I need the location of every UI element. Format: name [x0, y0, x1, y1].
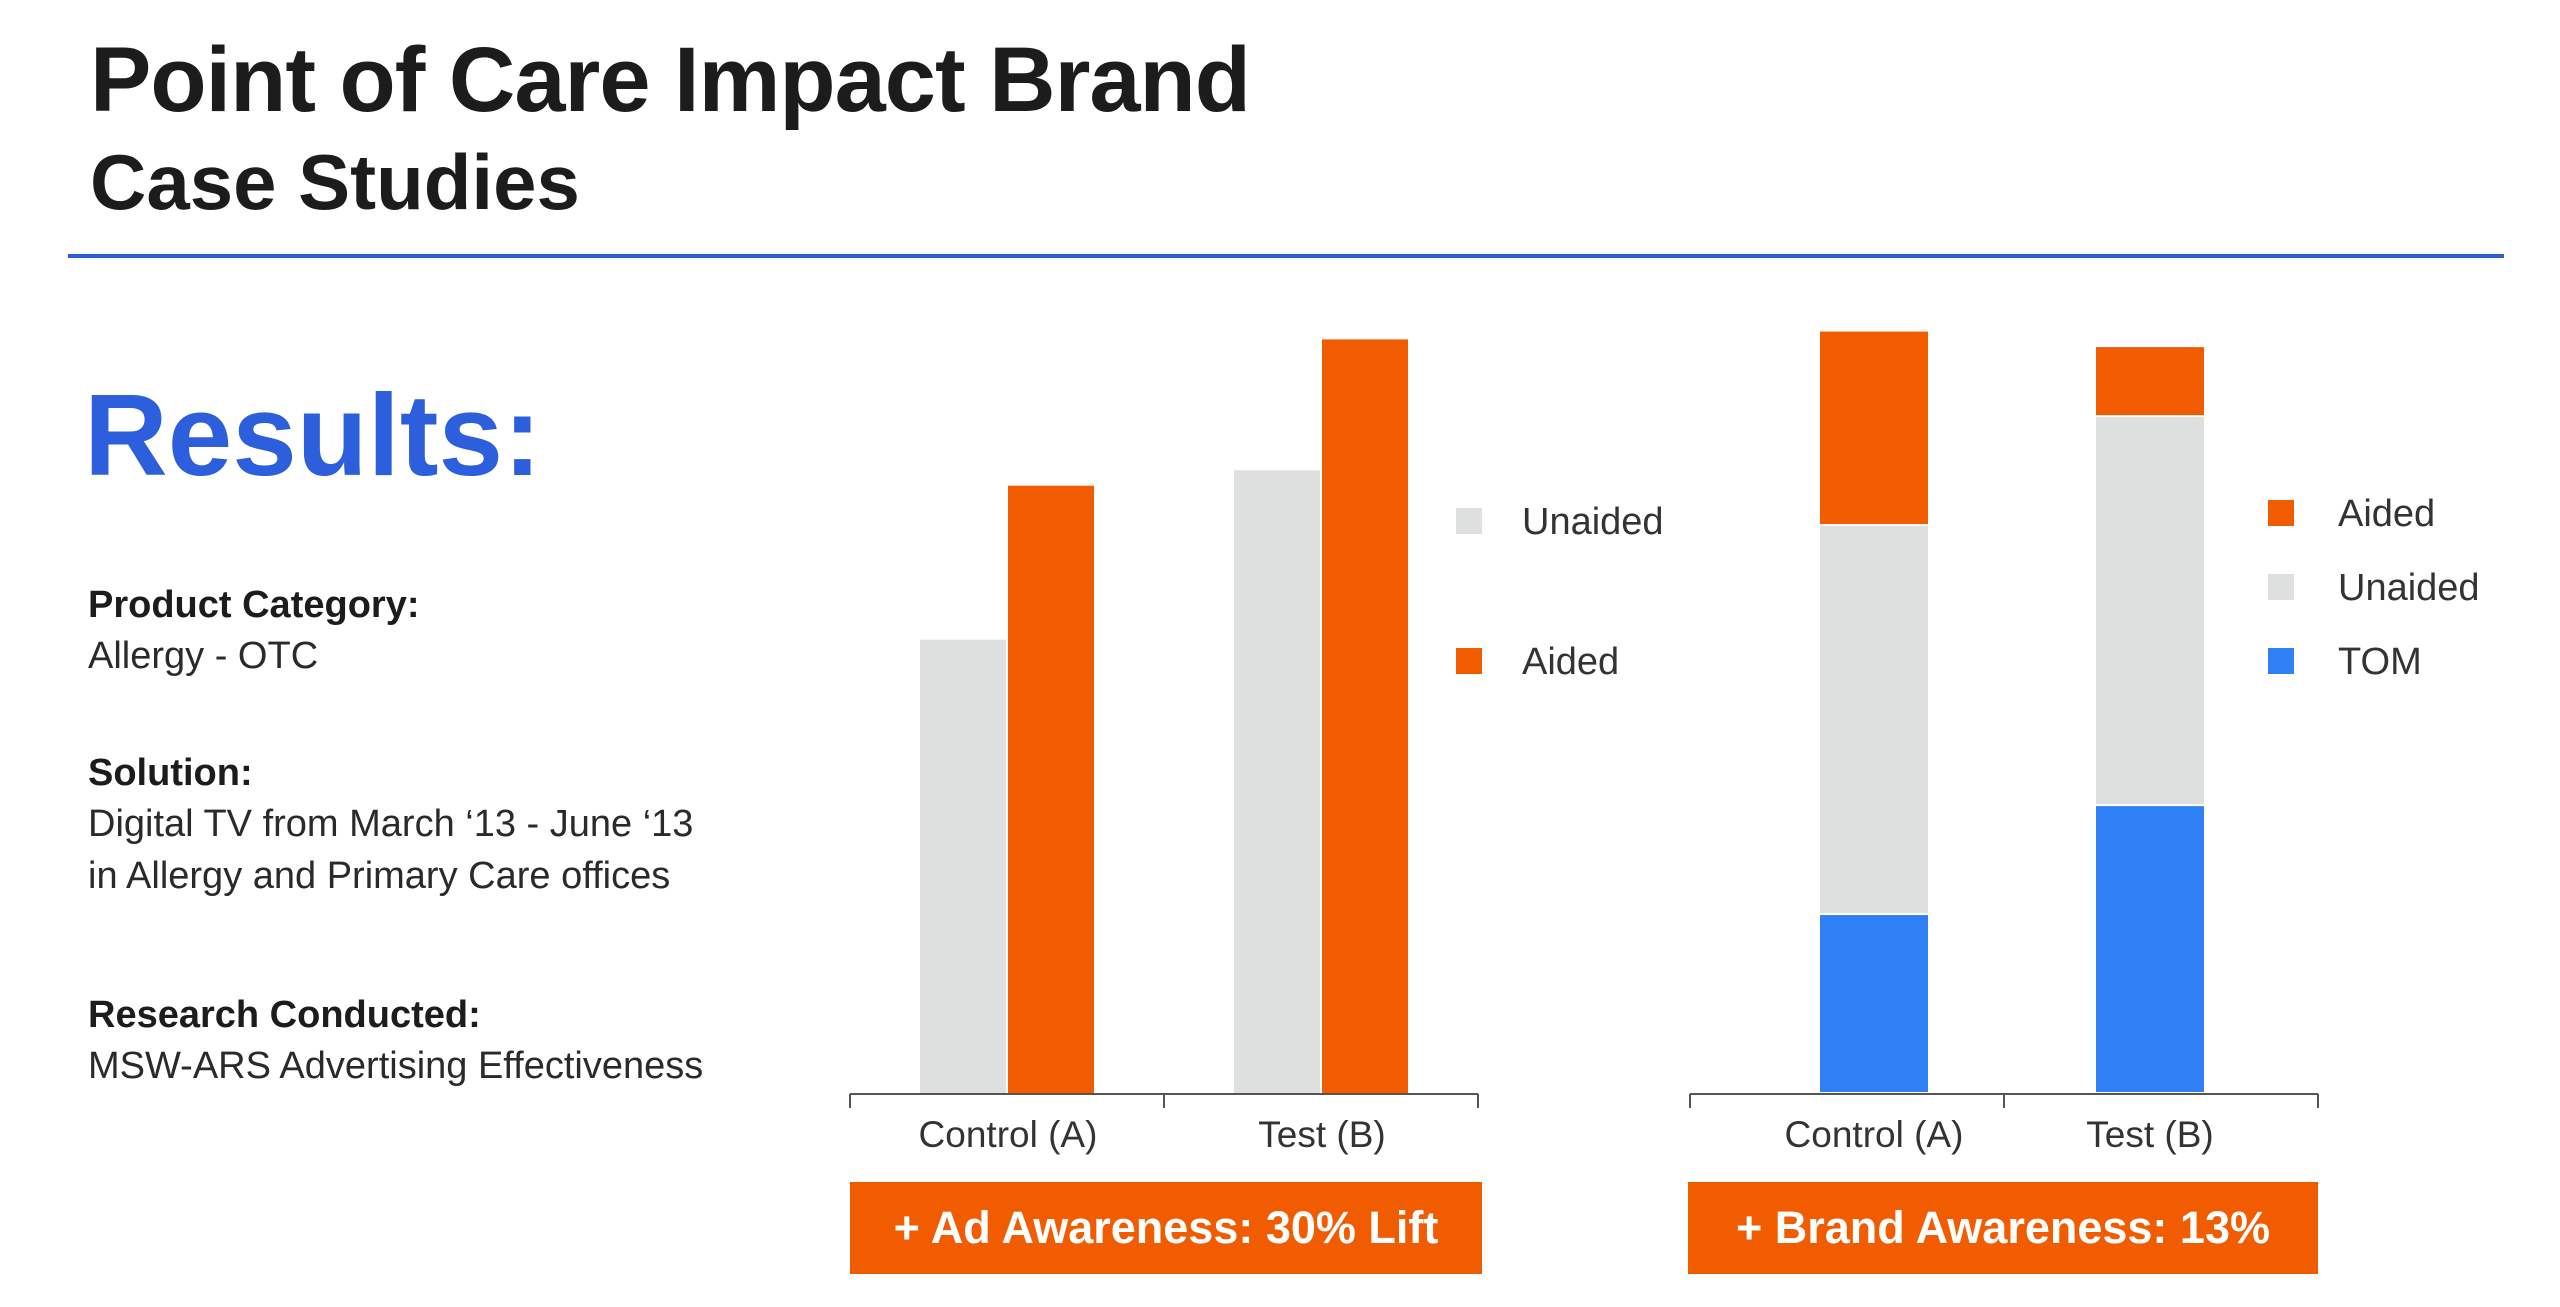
tick-label-2-test-b: Test (B) [2086, 1114, 2213, 1155]
legend-swatch-unaided [1456, 508, 1482, 534]
legend-swatch-aided [1456, 648, 1482, 674]
tick-label-test-b: Test (B) [1258, 1114, 1385, 1155]
legend-2-label-unaided: Unaided [2338, 567, 2480, 609]
tick-label-2-control-a: Control (A) [1785, 1114, 1964, 1155]
legend-2-label-aided: Aided [2338, 493, 2435, 535]
stack-aided-test-b [2096, 347, 2204, 416]
product-category-block: Product Category: Allergy - OTC [88, 580, 419, 683]
legend-2-label-tom: TOM [2338, 641, 2422, 683]
stack-aided-control-a [1820, 331, 1928, 525]
page-subtitle: Case Studies [90, 138, 580, 226]
product-category-value: Allergy - OTC [88, 635, 319, 678]
tick-label-control-a: Control (A) [919, 1114, 1098, 1155]
results-heading: Results: [84, 370, 542, 500]
research-label: Research Conducted: [88, 994, 481, 1036]
product-category-label: Product Category: [88, 584, 420, 626]
legend-2-swatch-tom [2268, 648, 2294, 674]
page-title: Point of Care Impact Brand [90, 29, 1251, 131]
solution-label: Solution: [88, 752, 253, 794]
legend-label-aided: Aided [1522, 641, 1619, 683]
header-divider [68, 254, 2504, 258]
bar-aided-test-b [1322, 339, 1408, 1094]
legend-2-swatch-aided [2268, 500, 2294, 526]
stack-tom-test-b [2096, 806, 2204, 1092]
bar-aided-control-a [1008, 485, 1094, 1094]
stack-tom-control-a [1820, 915, 1928, 1092]
bar-unaided-test-b [1234, 470, 1320, 1094]
solution-block: Solution: Digital TV from March ‘13 - Ju… [88, 748, 693, 902]
brand-awareness-callout: + Brand Awareness: 13% [1688, 1182, 2318, 1274]
legend-label-unaided: Unaided [1522, 501, 1664, 543]
stack-unaided-test-b [2096, 417, 2204, 805]
solution-line-2: in Allergy and Primary Care offices [88, 854, 671, 897]
legend-2-swatch-unaided [2268, 574, 2294, 600]
bar-unaided-control-a [920, 639, 1006, 1094]
stack-unaided-control-a [1820, 526, 1928, 914]
solution-line-1: Digital TV from March ‘13 - June ‘13 [88, 803, 694, 846]
research-value: MSW-ARS Advertising Effectiveness [88, 1045, 704, 1088]
research-block: Research Conducted: MSW-ARS Advertising … [88, 990, 703, 1093]
ad-awareness-callout: + Ad Awareness: 30% Lift [850, 1182, 1482, 1274]
